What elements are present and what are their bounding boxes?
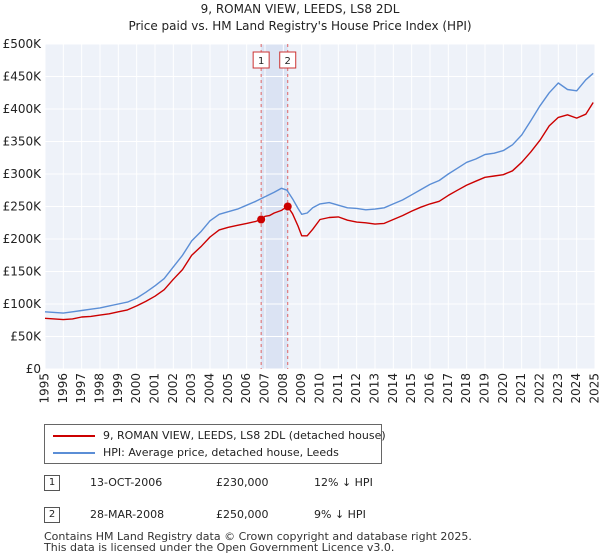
transaction-price: £230,000 [216,476,269,489]
x-tick-label: 1996 [56,373,70,404]
annotation-badge [279,51,297,69]
property-price-line [44,102,594,321]
series-lines [44,72,594,321]
legend-label-hpi: HPI: Average price, detached house, Leed… [103,446,339,459]
x-tick-label: 2001 [148,373,162,404]
x-tick-label: 2004 [203,373,217,404]
sale-point [283,202,292,211]
annotation-badge [252,51,270,69]
transaction-badge: 2 [44,507,60,523]
transaction-date: 13-OCT-2006 [90,476,163,489]
legend-label-property: 9, ROMAN VIEW, LEEDS, LS8 2DL (detached … [103,429,386,442]
y-tick-label: £200K [3,232,43,246]
x-tick-label: 2023 [551,373,565,404]
x-tick-label: 1997 [74,373,88,404]
x-tick-label: 2006 [239,373,253,404]
y-tick-label: £450K [3,70,43,84]
transaction-hpi-diff: 12% ↓ HPI [314,476,373,489]
x-tick-label: 2022 [533,373,547,404]
x-tick-label: 2024 [569,373,583,404]
y-tick-label: £100K [3,297,43,311]
x-tick-label: 2016 [423,373,437,404]
x-tick-label: 2018 [459,373,473,404]
hpi-line [44,72,594,314]
sale-point [257,215,266,224]
x-tick-label: 2003 [184,373,198,404]
transaction-date: 28-MAR-2008 [90,508,165,521]
x-axis-ticks: 1995 1996 1997 1998 1999 2000 2001 2002 2003 2004… [38,373,600,404]
x-tick-label: 2021 [514,373,528,404]
x-tick-label: 2015 [404,373,418,404]
x-tick-label: 1998 [93,373,107,404]
transaction-price: £250,000 [216,508,269,521]
x-tick-label: 2020 [496,373,510,404]
x-tick-label: 2010 [313,373,327,404]
x-tick-label: 2013 [368,373,382,404]
chart-subtitle: Price paid vs. HM Land Registry's House … [128,19,471,33]
x-tick-label: 2014 [386,373,400,404]
y-tick-label: £0 [26,362,41,376]
y-tick-label: £150K [3,265,43,279]
x-tick-label: 2007 [258,373,272,404]
y-tick-label: £400K [3,102,43,116]
x-tick-label: 2011 [331,373,345,404]
x-tick-label: 2019 [478,373,492,404]
x-tick-label: 2002 [166,373,180,404]
y-tick-label: £350K [3,135,43,149]
transaction-hpi-diff: 9% ↓ HPI [314,508,366,521]
y-tick-label: £250K [3,200,43,214]
sale-points [257,202,292,224]
footer-copyright: Contains HM Land Registry data © Crown c… [44,530,472,543]
y-tick-label: £300K [3,167,43,181]
x-tick-label: 1995 [38,373,52,404]
transaction-badge: 1 [44,475,60,491]
footer: Contains HM Land Registry data © Crown c… [44,531,472,553]
chart-title: 9, ROMAN VIEW, LEEDS, LS8 2DL [201,2,400,16]
annotation-badge-label: 2 [285,56,291,67]
footer-licence: This data is licensed under the Open Gov… [44,541,395,554]
x-tick-label: 1999 [111,373,125,404]
x-tick-label: 2005 [221,373,235,404]
price-chart: 9, ROMAN VIEW, LEEDS, LS8 2DL Price paid… [3,2,600,404]
x-tick-label: 2017 [441,373,455,404]
x-tick-label: 2025 [588,373,600,404]
y-axis-ticks: £0 £50K £100K £150K £200K £250K £300K £350K £400… [3,37,43,376]
y-tick-label: £500K [3,37,43,51]
x-tick-label: 2008 [276,373,290,404]
legend-swatch-hpi [53,452,95,454]
y-tick-label: £50K [10,330,42,344]
legend-swatch-property [53,435,95,437]
x-tick-label: 2000 [129,373,143,404]
x-tick-label: 2012 [349,373,363,404]
legend: 9, ROMAN VIEW, LEEDS, LS8 2DL (detached … [44,424,386,464]
annotation-badge-label: 1 [258,56,264,67]
x-tick-label: 2009 [294,373,308,404]
grid-lines [44,43,596,370]
